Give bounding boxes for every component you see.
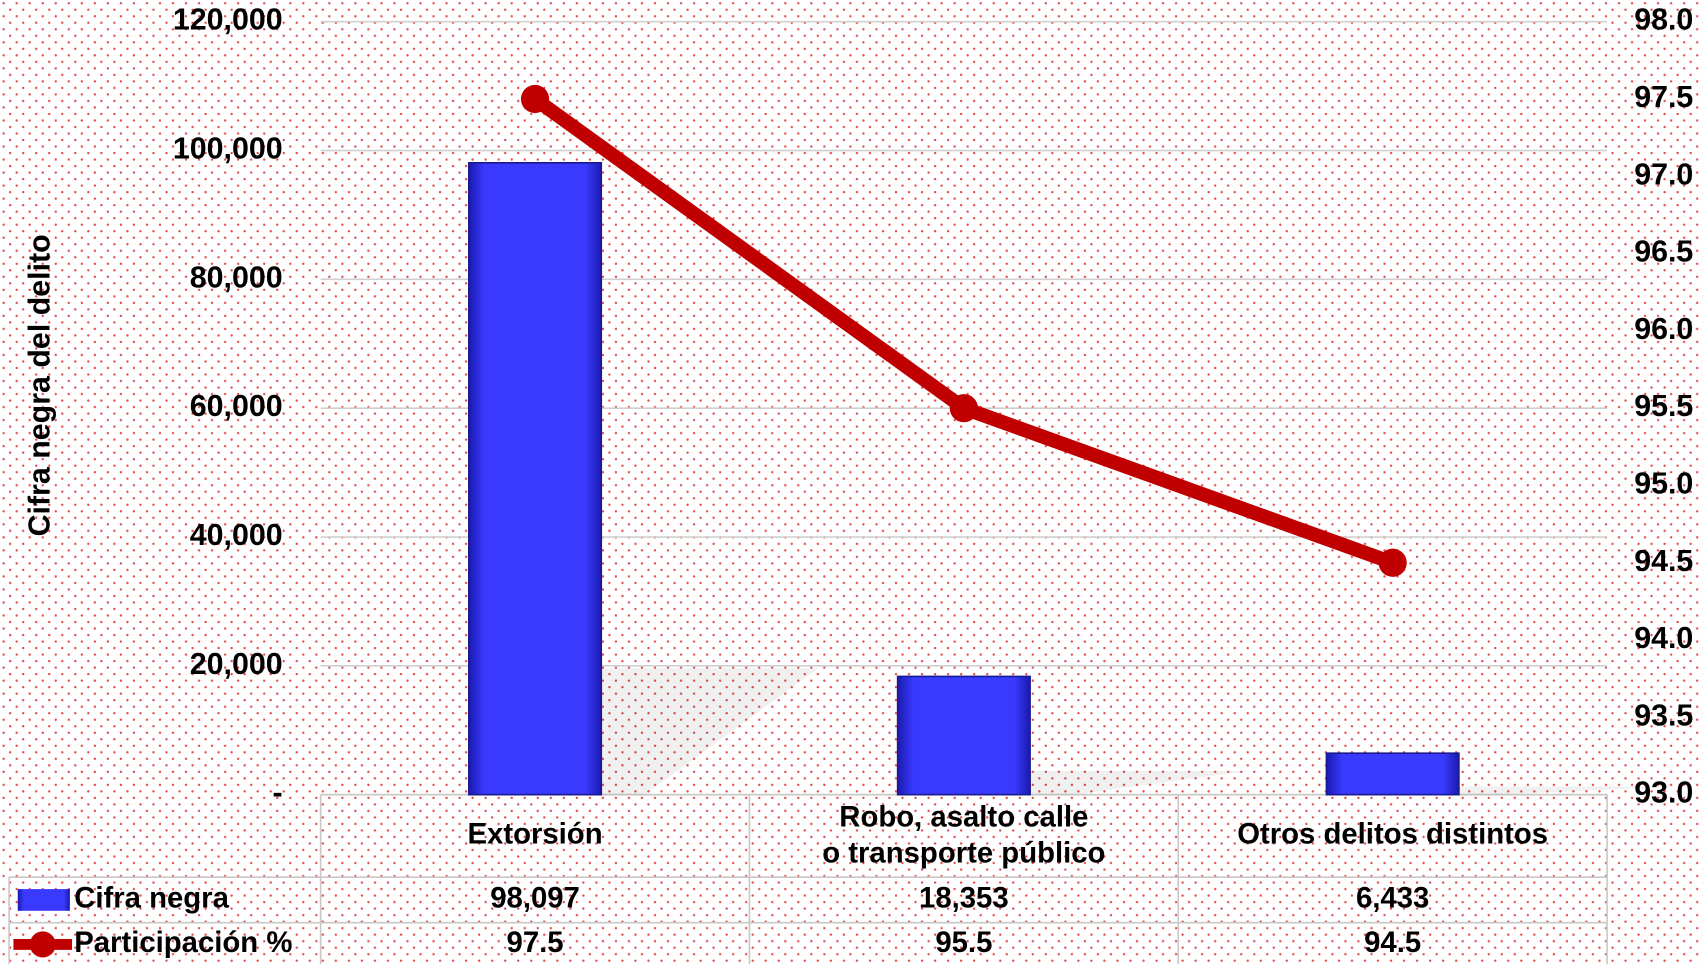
bar-shadow: [1458, 786, 1677, 795]
data-table-value: 6,433: [1356, 882, 1429, 915]
y-tick-label: 100,000: [173, 132, 283, 166]
data-table-value: 97.5: [507, 926, 564, 959]
y-tick-label: 80,000: [190, 260, 283, 294]
x-tick-label: Otros delitos distintos: [1237, 818, 1548, 851]
y-tick-label: 40,000: [190, 518, 283, 552]
data-table-value: 94.5: [1364, 926, 1421, 959]
x-tick-label: Robo, asalto calle o transporte público: [822, 800, 1105, 869]
bar: [1325, 752, 1460, 796]
y2-tick-label: 94.0: [1634, 621, 1693, 655]
y2-tick-label: 93.0: [1634, 776, 1693, 810]
y2-tick-label: 97.0: [1634, 157, 1693, 191]
line-marker: [520, 84, 550, 114]
y-tick-label: 20,000: [190, 647, 283, 681]
y-tick-label: -: [273, 776, 283, 810]
y2-tick-label: 96.5: [1634, 235, 1693, 269]
legend-label: Cifra negra: [74, 882, 229, 915]
y-tick-label: 60,000: [190, 389, 283, 423]
y2-tick-label: 93.5: [1634, 698, 1693, 732]
x-tick-label: Extorsión: [467, 818, 602, 851]
bar: [468, 161, 603, 796]
legend-swatch: [17, 889, 70, 911]
data-table-value: 18,353: [919, 882, 1009, 915]
y2-tick-label: 94.5: [1634, 544, 1693, 578]
y2-tick-label: 98.0: [1634, 3, 1693, 37]
y2-tick-label: 97.5: [1634, 80, 1693, 114]
line-marker: [1378, 548, 1407, 577]
y-axis-label: Cifra negra del delito: [23, 234, 57, 536]
bar: [896, 675, 1031, 796]
y2-tick-label: 96.0: [1634, 312, 1693, 346]
y-tick-label: 120,000: [173, 3, 283, 37]
bar-shadow: [601, 668, 819, 795]
legend-label: Participación %: [74, 926, 292, 959]
legend-marker: [29, 931, 56, 958]
line-marker: [949, 394, 978, 423]
y2-tick-label: 95.0: [1634, 467, 1693, 501]
y2-tick-label: 95.5: [1634, 389, 1693, 423]
bar-shadow: [1030, 771, 1248, 795]
data-table-value: 95.5: [935, 926, 992, 959]
data-table-value: 98,097: [490, 882, 580, 915]
